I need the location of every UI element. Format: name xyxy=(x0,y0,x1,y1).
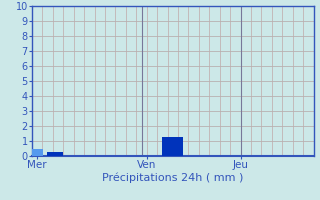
Bar xyxy=(162,137,183,156)
X-axis label: Précipitations 24h ( mm ): Précipitations 24h ( mm ) xyxy=(102,173,244,183)
Bar xyxy=(31,148,44,156)
Bar xyxy=(47,152,63,156)
